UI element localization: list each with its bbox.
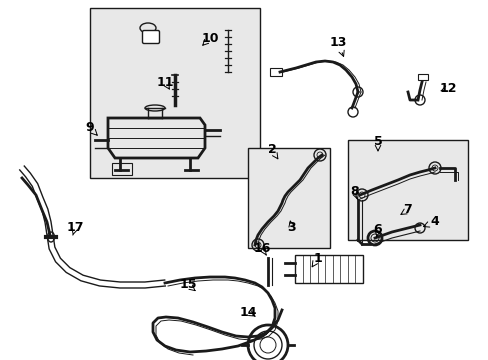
Text: 5: 5: [373, 135, 382, 148]
Bar: [417, 74, 427, 80]
Bar: [247, 148, 329, 248]
Text: 2: 2: [267, 144, 276, 157]
Text: 4: 4: [430, 216, 439, 229]
Text: 7: 7: [403, 203, 411, 216]
Text: 6: 6: [373, 224, 382, 237]
Text: 16: 16: [253, 242, 270, 255]
Bar: [269, 68, 282, 76]
Text: 8: 8: [350, 185, 359, 198]
Text: 3: 3: [287, 221, 296, 234]
Text: 17: 17: [66, 221, 83, 234]
Text: 1: 1: [313, 252, 322, 265]
Bar: [112, 163, 132, 175]
Text: 9: 9: [85, 121, 94, 135]
Text: 15: 15: [179, 279, 196, 292]
Text: 13: 13: [328, 36, 346, 49]
Bar: [294, 255, 362, 283]
Text: 10: 10: [201, 31, 218, 45]
Bar: [347, 140, 467, 240]
Bar: [90, 8, 260, 178]
Text: 14: 14: [239, 306, 256, 319]
Text: 12: 12: [438, 81, 456, 94]
Text: 11: 11: [156, 76, 173, 89]
FancyBboxPatch shape: [142, 31, 159, 44]
